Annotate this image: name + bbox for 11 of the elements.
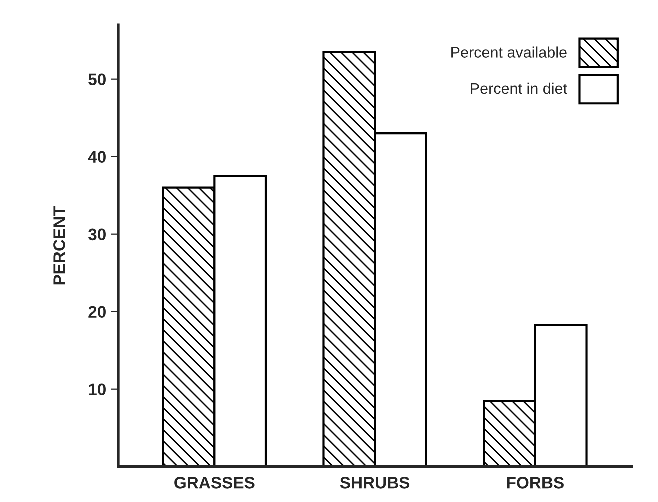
y-tick-label: 50 <box>88 74 106 86</box>
y-tick-label: 20 <box>88 306 106 318</box>
y-tick-label: 30 <box>88 228 106 241</box>
legend-label: Percent in diet <box>471 82 568 94</box>
y-tick-label: 40 <box>88 151 106 164</box>
x-tick-label: GRASSES <box>174 477 255 489</box>
y-tick-label: 10 <box>89 384 106 396</box>
x-tick-label: FORBS <box>507 477 564 489</box>
y-axis-title: PERCENT <box>54 206 66 285</box>
x-tick-label: SHRUBS <box>340 477 410 489</box>
legend-label: Percent available <box>452 46 567 58</box>
